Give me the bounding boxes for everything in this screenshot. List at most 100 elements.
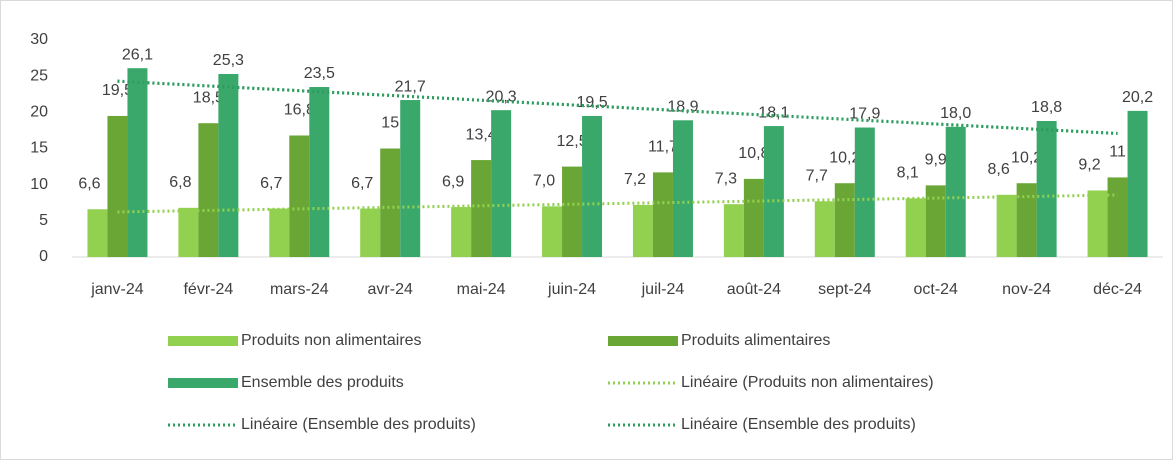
data-label: 26,1 xyxy=(122,46,153,63)
data-label: 8,1 xyxy=(897,165,919,182)
data-label: 23,5 xyxy=(304,65,335,82)
y-tick-label: 5 xyxy=(39,212,48,229)
bar xyxy=(471,160,492,257)
x-tick-label: août-24 xyxy=(727,281,781,298)
y-tick-label: 30 xyxy=(30,31,48,48)
bar xyxy=(107,115,128,257)
data-label: 16,8 xyxy=(284,102,315,119)
x-tick-label: janv-24 xyxy=(90,281,144,298)
data-label: 11 xyxy=(1109,144,1126,161)
bar xyxy=(380,148,401,257)
bar xyxy=(925,185,946,257)
bar xyxy=(87,209,108,257)
legend-label: Linéaire (Ensemble des produits) xyxy=(681,416,916,433)
trendline xyxy=(117,79,1118,135)
bar xyxy=(723,204,744,257)
x-tick-label: nov-24 xyxy=(1002,281,1051,298)
bar xyxy=(834,183,855,257)
data-label: 18,5 xyxy=(193,89,224,106)
x-tick-label: avr-24 xyxy=(368,281,413,298)
data-label: 10,2 xyxy=(1011,149,1042,166)
bar xyxy=(1016,183,1037,257)
data-label: 7,2 xyxy=(624,171,646,188)
data-label: 7,7 xyxy=(806,168,828,185)
legend-label: Produits non alimentaires xyxy=(241,332,422,349)
bar xyxy=(360,208,381,257)
data-label: 9,2 xyxy=(1078,157,1100,174)
data-label: 6,7 xyxy=(351,175,373,192)
data-label: 6,7 xyxy=(260,175,282,192)
bar xyxy=(743,178,764,257)
bar xyxy=(763,126,784,258)
x-tick-label: sept-24 xyxy=(818,281,871,298)
legend-label: Ensemble des produits xyxy=(241,374,404,391)
bar xyxy=(1087,190,1108,257)
bar xyxy=(905,198,926,257)
bar xyxy=(198,123,219,257)
x-tick-label: oct-24 xyxy=(913,281,958,298)
bar xyxy=(672,120,693,257)
legend-label: Linéaire (Produits non alimentaires) xyxy=(681,374,934,391)
bar xyxy=(1107,177,1128,257)
data-label: 17,9 xyxy=(849,106,880,123)
y-tick-label: 15 xyxy=(30,140,48,157)
data-label: 6,9 xyxy=(442,173,464,190)
data-label: 18,0 xyxy=(940,105,971,122)
y-tick-label: 20 xyxy=(30,104,48,121)
data-label: 10,2 xyxy=(829,149,860,166)
bar xyxy=(269,208,290,257)
data-label: 18,1 xyxy=(758,104,789,121)
bar xyxy=(289,135,310,257)
data-label: 9,9 xyxy=(925,152,947,169)
bar xyxy=(491,110,512,257)
bar xyxy=(945,126,966,257)
bar xyxy=(854,127,875,257)
bar xyxy=(127,68,148,258)
data-label: 6,8 xyxy=(169,174,191,191)
bar xyxy=(309,87,330,258)
legend-label: Produits alimentaires xyxy=(681,332,830,349)
y-tick-label: 10 xyxy=(30,176,48,193)
bar xyxy=(814,201,835,257)
data-label: 13,4 xyxy=(466,126,497,143)
y-tick-label: 25 xyxy=(30,67,48,84)
bar xyxy=(562,166,583,257)
bar xyxy=(652,172,673,257)
legend-swatch xyxy=(168,336,238,346)
trendline xyxy=(117,193,1118,214)
bar xyxy=(218,73,239,257)
data-label: 25,3 xyxy=(213,52,244,69)
bar xyxy=(632,204,653,257)
x-tick-label: févr-24 xyxy=(183,281,233,298)
data-label: 11,7 xyxy=(648,139,678,156)
bar xyxy=(400,100,421,257)
x-tick-label: juin-24 xyxy=(547,281,596,298)
data-label: 7,0 xyxy=(533,173,555,190)
x-tick-label: mai-24 xyxy=(457,281,506,298)
data-label: 19,5 xyxy=(102,82,133,99)
data-label: 12,5 xyxy=(556,133,587,150)
bar xyxy=(542,206,563,257)
x-tick-label: juil-24 xyxy=(641,281,685,298)
x-tick-label: mars-24 xyxy=(270,281,329,298)
x-tick-label: déc-24 xyxy=(1093,281,1142,298)
bar xyxy=(1127,110,1148,258)
data-label: 20,2 xyxy=(1122,89,1153,106)
data-label: 10,8 xyxy=(738,145,769,162)
data-label: 15 xyxy=(381,115,399,132)
data-label: 18,8 xyxy=(1031,99,1062,116)
bar xyxy=(996,194,1017,257)
bar xyxy=(451,207,472,257)
data-label: 21,7 xyxy=(395,78,426,95)
data-label: 8,6 xyxy=(988,161,1010,178)
y-tick-label: 0 xyxy=(39,248,48,265)
data-label: 18,9 xyxy=(667,99,698,116)
bar xyxy=(178,207,199,257)
legend-label: Linéaire (Ensemble des produits) xyxy=(241,416,476,433)
bar xyxy=(1036,121,1057,257)
legend-swatch xyxy=(168,378,238,388)
data-label: 19,5 xyxy=(576,94,607,111)
data-label: 7,3 xyxy=(715,170,737,187)
legend-swatch xyxy=(608,336,678,346)
